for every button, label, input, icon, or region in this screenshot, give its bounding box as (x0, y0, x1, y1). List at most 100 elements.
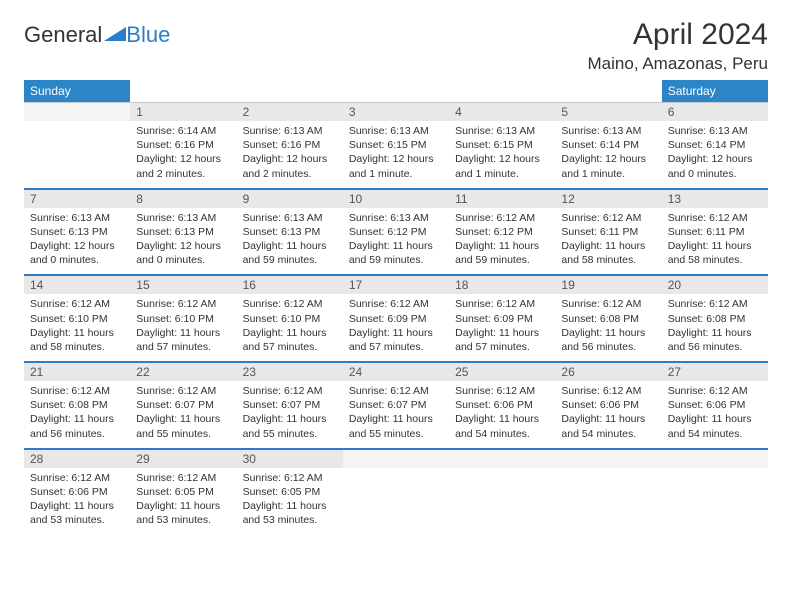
daylight-text: Daylight: 12 hours and 0 minutes. (136, 239, 230, 267)
sunrise-text: Sunrise: 6:13 AM (561, 124, 655, 138)
sunset-text: Sunset: 6:14 PM (561, 138, 655, 152)
sunset-text: Sunset: 6:07 PM (349, 398, 443, 412)
sunrise-text: Sunrise: 6:12 AM (561, 297, 655, 311)
sunrise-text: Sunrise: 6:13 AM (30, 211, 124, 225)
weekday-header: Thursday (449, 80, 555, 103)
day-number-cell: 26 (555, 362, 661, 381)
day-number-cell (24, 103, 130, 122)
weekday-header: Saturday (662, 80, 768, 103)
day-number-row: 282930 (24, 449, 768, 468)
day-content-cell (343, 468, 449, 534)
sunrise-text: Sunrise: 6:12 AM (668, 211, 762, 225)
day-content-row: Sunrise: 6:12 AMSunset: 6:10 PMDaylight:… (24, 294, 768, 360)
weekday-header: Monday (130, 80, 236, 103)
calendar-body: 123456Sunrise: 6:14 AMSunset: 6:16 PMDay… (24, 103, 768, 534)
day-number-cell: 3 (343, 103, 449, 122)
daylight-text: Daylight: 11 hours and 53 minutes. (30, 499, 124, 527)
day-number-cell: 23 (237, 362, 343, 381)
daylight-text: Daylight: 12 hours and 0 minutes. (668, 152, 762, 180)
sunset-text: Sunset: 6:09 PM (455, 312, 549, 326)
day-number-cell: 28 (24, 449, 130, 468)
daylight-text: Daylight: 11 hours and 56 minutes. (668, 326, 762, 354)
day-number-cell: 16 (237, 275, 343, 294)
day-content-cell: Sunrise: 6:12 AMSunset: 6:06 PMDaylight:… (24, 468, 130, 534)
day-number-cell: 4 (449, 103, 555, 122)
day-content-cell: Sunrise: 6:13 AMSunset: 6:15 PMDaylight:… (343, 121, 449, 187)
sunset-text: Sunset: 6:07 PM (243, 398, 337, 412)
daylight-text: Daylight: 11 hours and 59 minutes. (349, 239, 443, 267)
daylight-text: Daylight: 11 hours and 54 minutes. (561, 412, 655, 440)
day-number-cell: 13 (662, 189, 768, 208)
day-content-cell: Sunrise: 6:13 AMSunset: 6:15 PMDaylight:… (449, 121, 555, 187)
sunrise-text: Sunrise: 6:13 AM (243, 211, 337, 225)
day-number-cell: 18 (449, 275, 555, 294)
daylight-text: Daylight: 11 hours and 55 minutes. (243, 412, 337, 440)
day-number-cell (343, 449, 449, 468)
daylight-text: Daylight: 11 hours and 59 minutes. (455, 239, 549, 267)
sunrise-text: Sunrise: 6:13 AM (136, 211, 230, 225)
sunrise-text: Sunrise: 6:13 AM (668, 124, 762, 138)
day-content-cell: Sunrise: 6:12 AMSunset: 6:11 PMDaylight:… (662, 208, 768, 274)
sunrise-text: Sunrise: 6:12 AM (243, 297, 337, 311)
day-content-cell: Sunrise: 6:13 AMSunset: 6:13 PMDaylight:… (237, 208, 343, 274)
daylight-text: Daylight: 11 hours and 54 minutes. (455, 412, 549, 440)
daylight-text: Daylight: 11 hours and 53 minutes. (136, 499, 230, 527)
sunset-text: Sunset: 6:14 PM (668, 138, 762, 152)
day-content-cell: Sunrise: 6:12 AMSunset: 6:06 PMDaylight:… (662, 381, 768, 447)
sunrise-text: Sunrise: 6:12 AM (349, 297, 443, 311)
day-content-cell: Sunrise: 6:12 AMSunset: 6:05 PMDaylight:… (237, 468, 343, 534)
sunset-text: Sunset: 6:10 PM (30, 312, 124, 326)
day-content-cell: Sunrise: 6:12 AMSunset: 6:06 PMDaylight:… (555, 381, 661, 447)
sunset-text: Sunset: 6:13 PM (30, 225, 124, 239)
sunset-text: Sunset: 6:06 PM (668, 398, 762, 412)
sunset-text: Sunset: 6:15 PM (349, 138, 443, 152)
sunrise-text: Sunrise: 6:12 AM (30, 297, 124, 311)
sunrise-text: Sunrise: 6:12 AM (243, 384, 337, 398)
header: General Blue April 2024 Maino, Amazonas,… (24, 18, 768, 74)
day-content-cell: Sunrise: 6:13 AMSunset: 6:14 PMDaylight:… (555, 121, 661, 187)
logo: General Blue (24, 18, 170, 48)
day-number-cell: 8 (130, 189, 236, 208)
weekday-header: Friday (555, 80, 661, 103)
daylight-text: Daylight: 12 hours and 0 minutes. (30, 239, 124, 267)
day-number-cell (555, 449, 661, 468)
day-content-cell: Sunrise: 6:12 AMSunset: 6:11 PMDaylight:… (555, 208, 661, 274)
sunset-text: Sunset: 6:16 PM (243, 138, 337, 152)
day-number-cell: 24 (343, 362, 449, 381)
day-content-cell: Sunrise: 6:13 AMSunset: 6:13 PMDaylight:… (24, 208, 130, 274)
day-content-cell: Sunrise: 6:12 AMSunset: 6:07 PMDaylight:… (237, 381, 343, 447)
day-content-cell: Sunrise: 6:12 AMSunset: 6:08 PMDaylight:… (555, 294, 661, 360)
logo-triangle-icon (104, 25, 126, 46)
daylight-text: Daylight: 12 hours and 1 minute. (455, 152, 549, 180)
sunrise-text: Sunrise: 6:12 AM (668, 297, 762, 311)
day-number-cell: 7 (24, 189, 130, 208)
sunset-text: Sunset: 6:06 PM (455, 398, 549, 412)
title-block: April 2024 Maino, Amazonas, Peru (588, 18, 768, 74)
day-number-row: 78910111213 (24, 189, 768, 208)
day-number-cell: 25 (449, 362, 555, 381)
daylight-text: Daylight: 11 hours and 56 minutes. (30, 412, 124, 440)
sunset-text: Sunset: 6:08 PM (561, 312, 655, 326)
day-content-cell: Sunrise: 6:12 AMSunset: 6:07 PMDaylight:… (130, 381, 236, 447)
day-content-row: Sunrise: 6:14 AM Sunset: 6:16 PM Daylight:… (24, 121, 768, 187)
daylight-text: Daylight: 11 hours and 58 minutes. (30, 326, 124, 354)
day-number-cell: 6 (662, 103, 768, 122)
sunrise-text: Sunrise: 6:12 AM (136, 384, 230, 398)
sunrise-text: Sunrise: 6:12 AM (136, 297, 230, 311)
sunrise-text: Sunrise: 6:14 AM (136, 124, 230, 138)
sunset-text: Sunset: 6:05 PM (136, 485, 230, 499)
day-number-cell: 29 (130, 449, 236, 468)
daylight-text: Daylight: 11 hours and 57 minutes. (136, 326, 230, 354)
sunrise-text: Sunrise: 6:12 AM (668, 384, 762, 398)
sunrise-text: Sunrise: 6:12 AM (30, 471, 124, 485)
day-content-cell (555, 468, 661, 534)
day-content-cell: Sunrise: 6:14 AMSunset: 6:16 PMDaylight:… (130, 121, 236, 187)
day-number-cell: 20 (662, 275, 768, 294)
weekday-header: Wednesday (343, 80, 449, 103)
sunrise-text: Sunrise: 6:13 AM (349, 211, 443, 225)
daylight-text: Daylight: 11 hours and 58 minutes. (668, 239, 762, 267)
day-number-cell (662, 449, 768, 468)
day-content-row: Sunrise: 6:13 AMSunset: 6:13 PMDaylight:… (24, 208, 768, 274)
sunrise-text: Sunrise: 6:12 AM (455, 384, 549, 398)
sunset-text: Sunset: 6:10 PM (136, 312, 230, 326)
